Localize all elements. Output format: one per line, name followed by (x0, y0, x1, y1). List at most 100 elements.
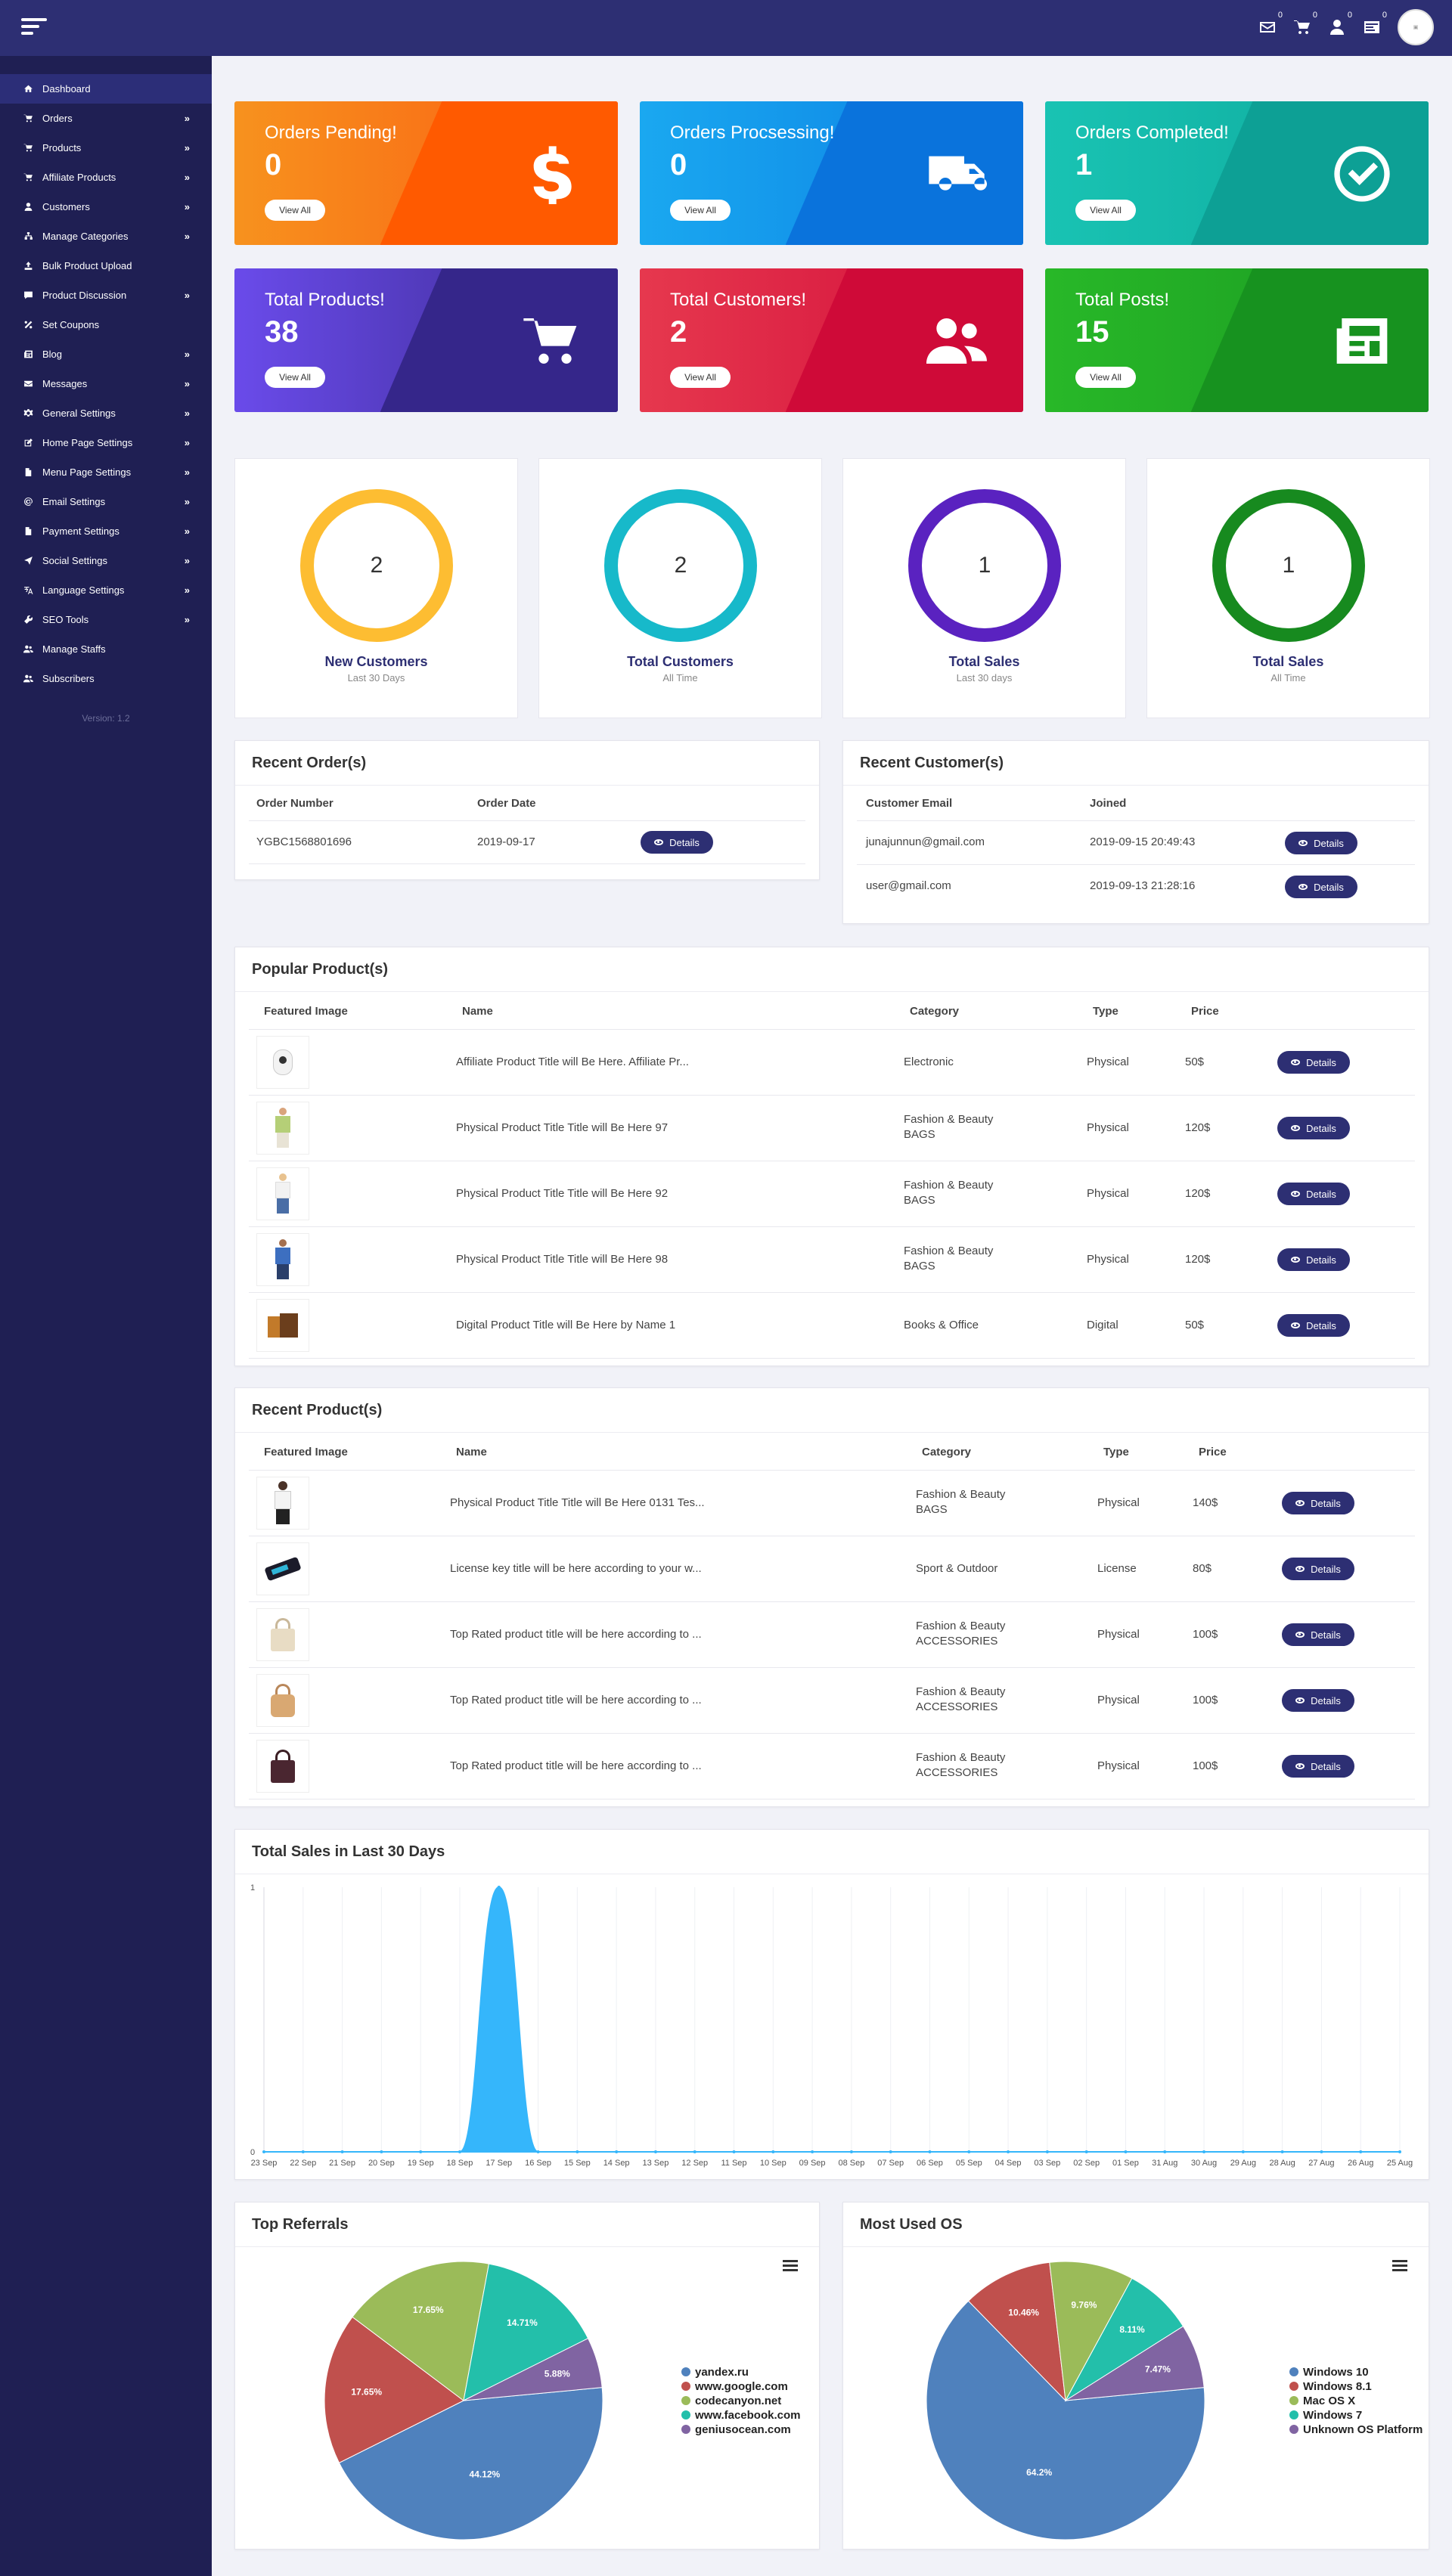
legend-item[interactable]: Windows 10 (1303, 2366, 1369, 2379)
summary-label: Total Customers (627, 654, 734, 669)
sidebar-item-social-settings[interactable]: Social Settings » (0, 546, 212, 575)
product-image (256, 1740, 309, 1793)
details-button[interactable]: Details (1282, 1492, 1354, 1514)
sidebar-item-affiliate-products[interactable]: Affiliate Products » (0, 163, 212, 192)
product-name: Top Rated product title will be here acc… (450, 1628, 702, 1641)
product-price: 120$ (1185, 1187, 1211, 1200)
legend-item[interactable]: Unknown OS Platform (1303, 2423, 1423, 2436)
sales-point (811, 2150, 814, 2153)
details-button[interactable]: Details (1277, 1314, 1350, 1337)
x-tick-label: 07 Sep (877, 2159, 904, 2168)
details-button[interactable]: Details (1285, 876, 1357, 898)
pie-data-label: 17.65% (351, 2386, 382, 2397)
sales-point (889, 2150, 892, 2153)
cart-icon (521, 311, 582, 371)
cart-icon[interactable]: 0 (1293, 11, 1317, 36)
details-button[interactable]: Details (1277, 1248, 1350, 1271)
sidebar-item-label: Payment Settings (42, 525, 119, 537)
sidebar-item-set-coupons[interactable]: Set Coupons (0, 310, 212, 339)
stat-title: Orders Procsessing! (670, 122, 835, 143)
sidebar-item-label: Product Discussion (42, 290, 127, 301)
product-category: Fashion & Beauty BAGS (916, 1488, 1006, 1516)
sales-point (380, 2150, 383, 2153)
chart-menu-button[interactable] (1392, 2260, 1407, 2272)
legend-marker (1289, 2382, 1298, 2391)
sidebar-item-bulk-product-upload[interactable]: Bulk Product Upload (0, 251, 212, 281)
sales-point (615, 2150, 619, 2153)
message-icon[interactable]: 0 (1363, 11, 1387, 36)
chart-menu-button[interactable] (783, 2260, 798, 2272)
details-button[interactable]: Details (1277, 1051, 1350, 1074)
legend-item[interactable]: codecanyon.net (695, 2395, 781, 2407)
x-tick-label: 05 Sep (956, 2159, 982, 2168)
sidebar-item-email-settings[interactable]: Email Settings » (0, 487, 212, 516)
sidebar-item-language-settings[interactable]: Language Settings » (0, 575, 212, 605)
sidebar-item-customers[interactable]: Customers » (0, 192, 212, 222)
view-all-button[interactable]: View All (265, 367, 325, 388)
details-button[interactable]: Details (1285, 832, 1357, 854)
sidebar-item-dashboard[interactable]: Dashboard (0, 74, 212, 104)
sidebar-item-menu-page-settings[interactable]: Menu Page Settings » (0, 457, 212, 487)
referrals-pie-chart: 44.12%17.65%17.65%14.71%5.88% yandex.ruww… (324, 2261, 800, 2540)
details-button[interactable]: Details (1282, 1623, 1354, 1646)
panel-title: Popular Product(s) (235, 947, 1429, 992)
details-button[interactable]: Details (1282, 1689, 1354, 1712)
legend-item[interactable]: Mac OS X (1303, 2395, 1355, 2407)
sidebar-item-label: SEO Tools (42, 614, 89, 625)
table-row: Physical Product Title Title will Be Her… (249, 1471, 1415, 1536)
summary-sublabel: Last 30 Days (347, 672, 405, 684)
sidebar-item-subscribers[interactable]: Subscribers (0, 664, 212, 693)
legend-item[interactable]: yandex.ru (695, 2366, 749, 2379)
x-tick-label: 16 Sep (525, 2159, 551, 2168)
summary-card: 2 Total Customers All Time (538, 458, 822, 718)
details-button[interactable]: Details (1282, 1558, 1354, 1580)
pie-data-label: 7.47% (1145, 2364, 1171, 2374)
details-button[interactable]: Details (1282, 1755, 1354, 1778)
sidebar-item-blog[interactable]: Blog » (0, 339, 212, 369)
sidebar-item-home-page-settings[interactable]: Home Page Settings » (0, 428, 212, 457)
table-row: License key title will be here according… (249, 1536, 1415, 1602)
user-icon[interactable]: 0 (1328, 11, 1352, 36)
view-all-button[interactable]: View All (1075, 200, 1136, 221)
details-button[interactable]: Details (1277, 1183, 1350, 1205)
menu-toggle-button[interactable] (21, 18, 47, 38)
sidebar-item-payment-settings[interactable]: Payment Settings » (0, 516, 212, 546)
pie-data-label: 44.12% (470, 2469, 501, 2479)
product-price: 80$ (1193, 1562, 1212, 1575)
legend-item[interactable]: geniusocean.com (695, 2423, 791, 2436)
sidebar-item-messages[interactable]: Messages » (0, 369, 212, 398)
avatar[interactable]: ▣ (1398, 9, 1434, 45)
legend-item[interactable]: www.facebook.com (694, 2409, 800, 2422)
sales-point (967, 2150, 971, 2153)
y-tick-label: 1 (250, 1883, 255, 1892)
product-type: Physical (1097, 1496, 1140, 1509)
sidebar-item-products[interactable]: Products » (0, 133, 212, 163)
legend-item[interactable]: Windows 8.1 (1303, 2380, 1372, 2393)
legend-item[interactable]: Windows 7 (1303, 2409, 1362, 2422)
view-all-button[interactable]: View All (670, 367, 731, 388)
mail-icon[interactable]: 0 (1258, 11, 1283, 36)
summary-card: 1 Total Sales Last 30 days (842, 458, 1126, 718)
details-button[interactable]: Details (1277, 1117, 1350, 1139)
legend-item[interactable]: www.google.com (694, 2380, 788, 2393)
recent-products-panel: Recent Product(s) Featured Image Name Cate… (234, 1387, 1429, 1807)
product-name: Top Rated product title will be here acc… (450, 1694, 702, 1706)
view-all-button[interactable]: View All (670, 200, 731, 221)
stat-value: 0 (265, 148, 282, 181)
legend-marker (681, 2396, 690, 2405)
ring-value: 2 (674, 553, 687, 578)
stat-value: 38 (265, 315, 299, 349)
view-all-button[interactable]: View All (1075, 367, 1136, 388)
sidebar-item-manage-categories[interactable]: Manage Categories » (0, 222, 212, 251)
sales-point (576, 2150, 579, 2153)
sidebar-item-manage-staffs[interactable]: Manage Staffs (0, 634, 212, 664)
sidebar-item-seo-tools[interactable]: SEO Tools » (0, 605, 212, 634)
sidebar-item-product-discussion[interactable]: Product Discussion » (0, 281, 212, 310)
sidebar-item-general-settings[interactable]: General Settings » (0, 398, 212, 428)
sidebar-item-orders[interactable]: Orders » (0, 104, 212, 133)
at-icon (23, 497, 33, 507)
view-all-button[interactable]: View All (265, 200, 325, 221)
stat-value: 1 (1075, 148, 1093, 181)
details-button[interactable]: Details (641, 831, 713, 854)
panel-title: Recent Customer(s) (843, 741, 1429, 786)
